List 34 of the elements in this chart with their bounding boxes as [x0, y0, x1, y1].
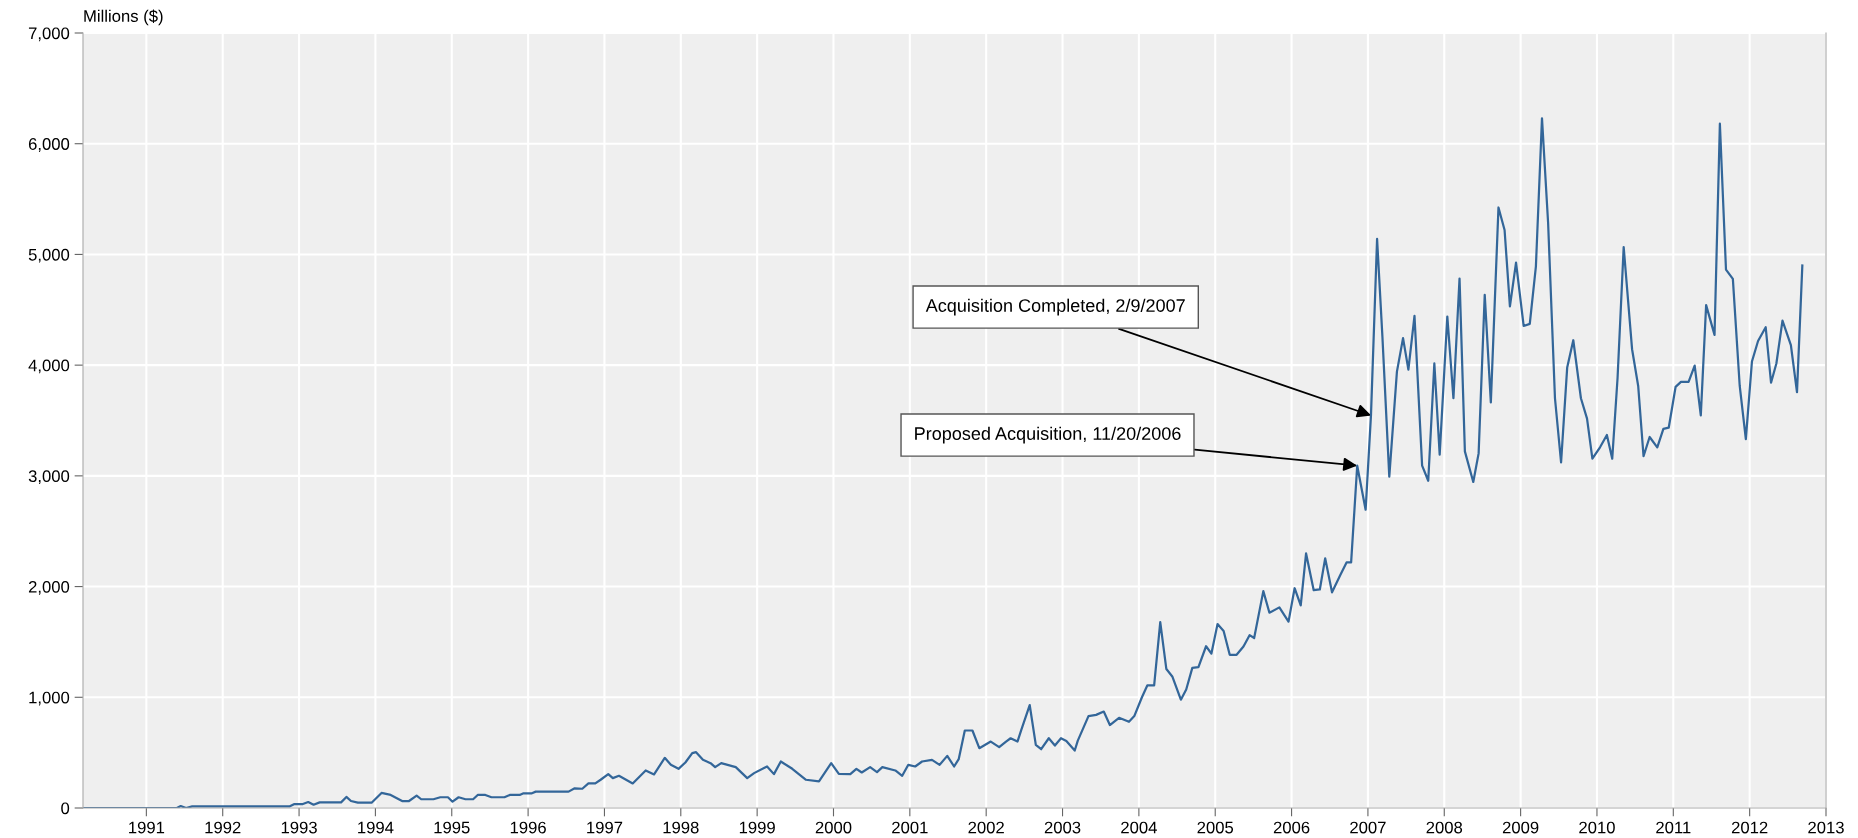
x-tick-label: 1991	[129, 821, 165, 834]
x-tick-label: 2003	[1044, 821, 1081, 834]
annotation: Proposed Acquisition, 11/20/2006	[915, 426, 1181, 444]
x-tick-label: 2012	[1731, 821, 1768, 834]
y-tick-label: 1,000	[29, 691, 70, 706]
x-tick-label: 1995	[434, 821, 470, 834]
x-tick-label: 1993	[281, 821, 317, 834]
x-tick-label: 2001	[892, 821, 928, 834]
annotation: Acquisition Completed, 2/9/2007	[925, 298, 1185, 316]
x-tick-label: 2011	[1656, 821, 1691, 834]
x-tick-label: 2008	[1426, 821, 1463, 834]
x-tick-label: 2013	[1808, 821, 1844, 834]
x-tick-label: 2002	[968, 821, 1004, 834]
y-tick-label: 4,000	[28, 359, 70, 374]
y-tick-label: 7,000	[28, 27, 70, 42]
x-tick-label: 2000	[815, 821, 852, 834]
x-tick-label: 1999	[739, 821, 775, 834]
x-tick-label: 1997	[587, 821, 623, 834]
x-tick-label: 2007	[1350, 821, 1386, 834]
x-tick-label: 1994	[358, 821, 394, 834]
y-tick-label: 3,000	[28, 470, 70, 485]
y-tick-label: 2,000	[28, 580, 70, 595]
x-tick-label: 2004	[1121, 821, 1157, 834]
x-tick-label: 1996	[510, 821, 546, 834]
y-axis-title: Millions ($)	[84, 9, 163, 26]
y-tick-label: 6,000	[28, 138, 70, 152]
x-tick-label: 1998	[663, 821, 699, 834]
y-tick-label: 0	[61, 802, 70, 815]
x-tick-label: 2006	[1273, 821, 1310, 834]
y-tick-label: 5,000	[28, 248, 70, 263]
x-tick-label: 2005	[1197, 821, 1234, 834]
x-tick-label: 2010	[1579, 821, 1615, 834]
x-tick-label: 1992	[205, 821, 241, 834]
x-tick-label: 2009	[1502, 821, 1539, 834]
